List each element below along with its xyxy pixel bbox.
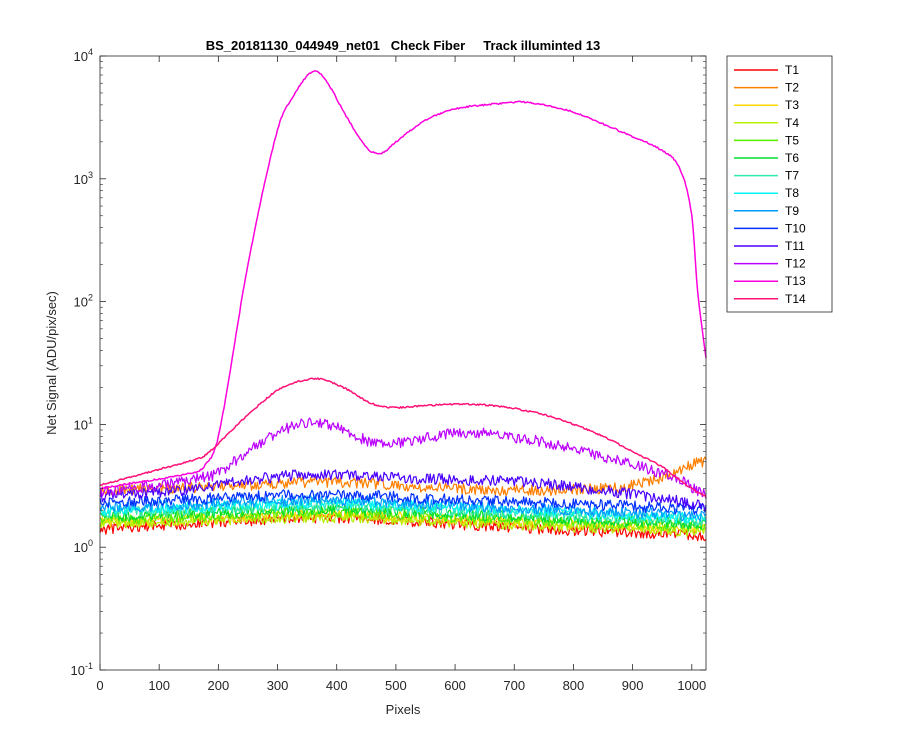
y-tick-label: 104 (74, 47, 93, 64)
series-lines (99, 70, 707, 542)
y-tick-label: 102 (74, 293, 93, 310)
legend-label: T10 (785, 221, 806, 235)
y-axis-label: Net Signal (ADU/pix/sec) (44, 291, 59, 435)
plot-area (100, 56, 706, 670)
legend-label: T7 (785, 169, 799, 183)
y-tick-base: 10 (74, 295, 88, 310)
legend-label: T13 (785, 274, 806, 288)
x-tick-label: 100 (148, 678, 170, 693)
legend-label: T8 (785, 186, 799, 200)
chart-title: BS_20181130_044949_net01 Check Fiber Tra… (206, 38, 601, 53)
y-tick-label: 100 (74, 538, 93, 555)
y-tick-base: 10 (74, 540, 88, 555)
x-tick-label: 500 (385, 678, 407, 693)
axes-box (99, 55, 707, 671)
legend-label: T11 (785, 239, 805, 253)
y-tick-exponent: 4 (88, 47, 93, 57)
x-tick-label: 600 (444, 678, 466, 693)
series-line-t11 (99, 469, 707, 511)
y-tick-exponent: 0 (88, 538, 93, 548)
x-axis-ticks: 0 100 200 300 400 500 600 700 800 900 1000 (96, 56, 706, 693)
series-line-t12 (99, 417, 707, 500)
series-line-t13 (99, 70, 707, 491)
y-tick-base: 10 (74, 49, 88, 64)
series-line-t14 (99, 377, 707, 498)
legend-label: T3 (785, 98, 799, 112)
legend-label: T14 (785, 292, 806, 306)
y-tick-label: 101 (74, 415, 93, 432)
y-tick-label: 103 (74, 170, 93, 187)
legend-label: T4 (785, 116, 799, 130)
legend-label: T9 (785, 204, 799, 218)
x-tick-label: 200 (208, 678, 230, 693)
series-line-t10 (99, 489, 707, 515)
legend-label: T1 (785, 63, 799, 77)
y-tick-base: 10 (71, 663, 85, 678)
series-line-t2 (99, 456, 707, 497)
y-tick-base: 10 (74, 172, 88, 187)
legend-label: T2 (785, 81, 799, 95)
x-tick-label: 300 (267, 678, 289, 693)
y-tick-base: 10 (74, 417, 88, 432)
x-tick-label: 700 (503, 678, 525, 693)
y-tick-exponent: 3 (88, 170, 93, 180)
legend: T1 T2 T3 T4 T5 T6 T7 T8 T9 T10 T11 T12 T13 T14 (726, 55, 833, 313)
legend-label: T6 (785, 151, 799, 165)
legend-box (726, 55, 833, 313)
y-tick-label: 10-1 (71, 661, 93, 678)
legend-label: T12 (785, 257, 806, 271)
x-tick-label: 1000 (677, 678, 706, 693)
x-tick-label: 900 (622, 678, 644, 693)
y-tick-exponent: 2 (88, 293, 93, 303)
legend-label: T5 (785, 133, 799, 147)
y-tick-exponent: -1 (85, 661, 93, 671)
y-tick-exponent: 1 (88, 415, 93, 425)
x-tick-label: 400 (326, 678, 348, 693)
x-axis-label: Pixels (386, 702, 421, 717)
x-tick-label: 0 (96, 678, 103, 693)
x-tick-label: 800 (563, 678, 585, 693)
